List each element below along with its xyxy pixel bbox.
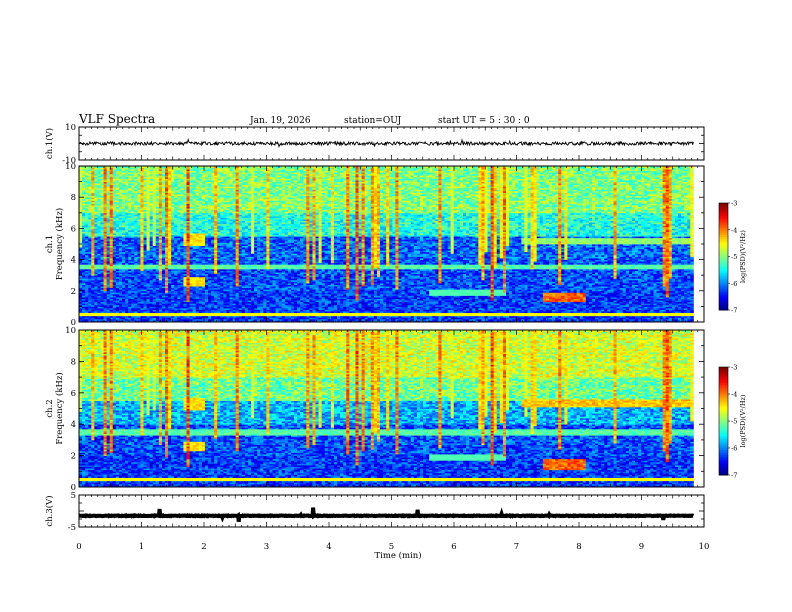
figure: VLF Spectra Jan. 19, 2026 station=OUJ st… <box>0 0 792 612</box>
ch1-spectrogram <box>79 166 694 322</box>
date-label: Jan. 19, 2026 <box>249 116 311 126</box>
start-ut-label: start UT = 5 : 30 : 0 <box>438 116 530 126</box>
figure-title: VLF Spectra <box>78 112 155 126</box>
station-label: station=OUJ <box>344 116 402 126</box>
